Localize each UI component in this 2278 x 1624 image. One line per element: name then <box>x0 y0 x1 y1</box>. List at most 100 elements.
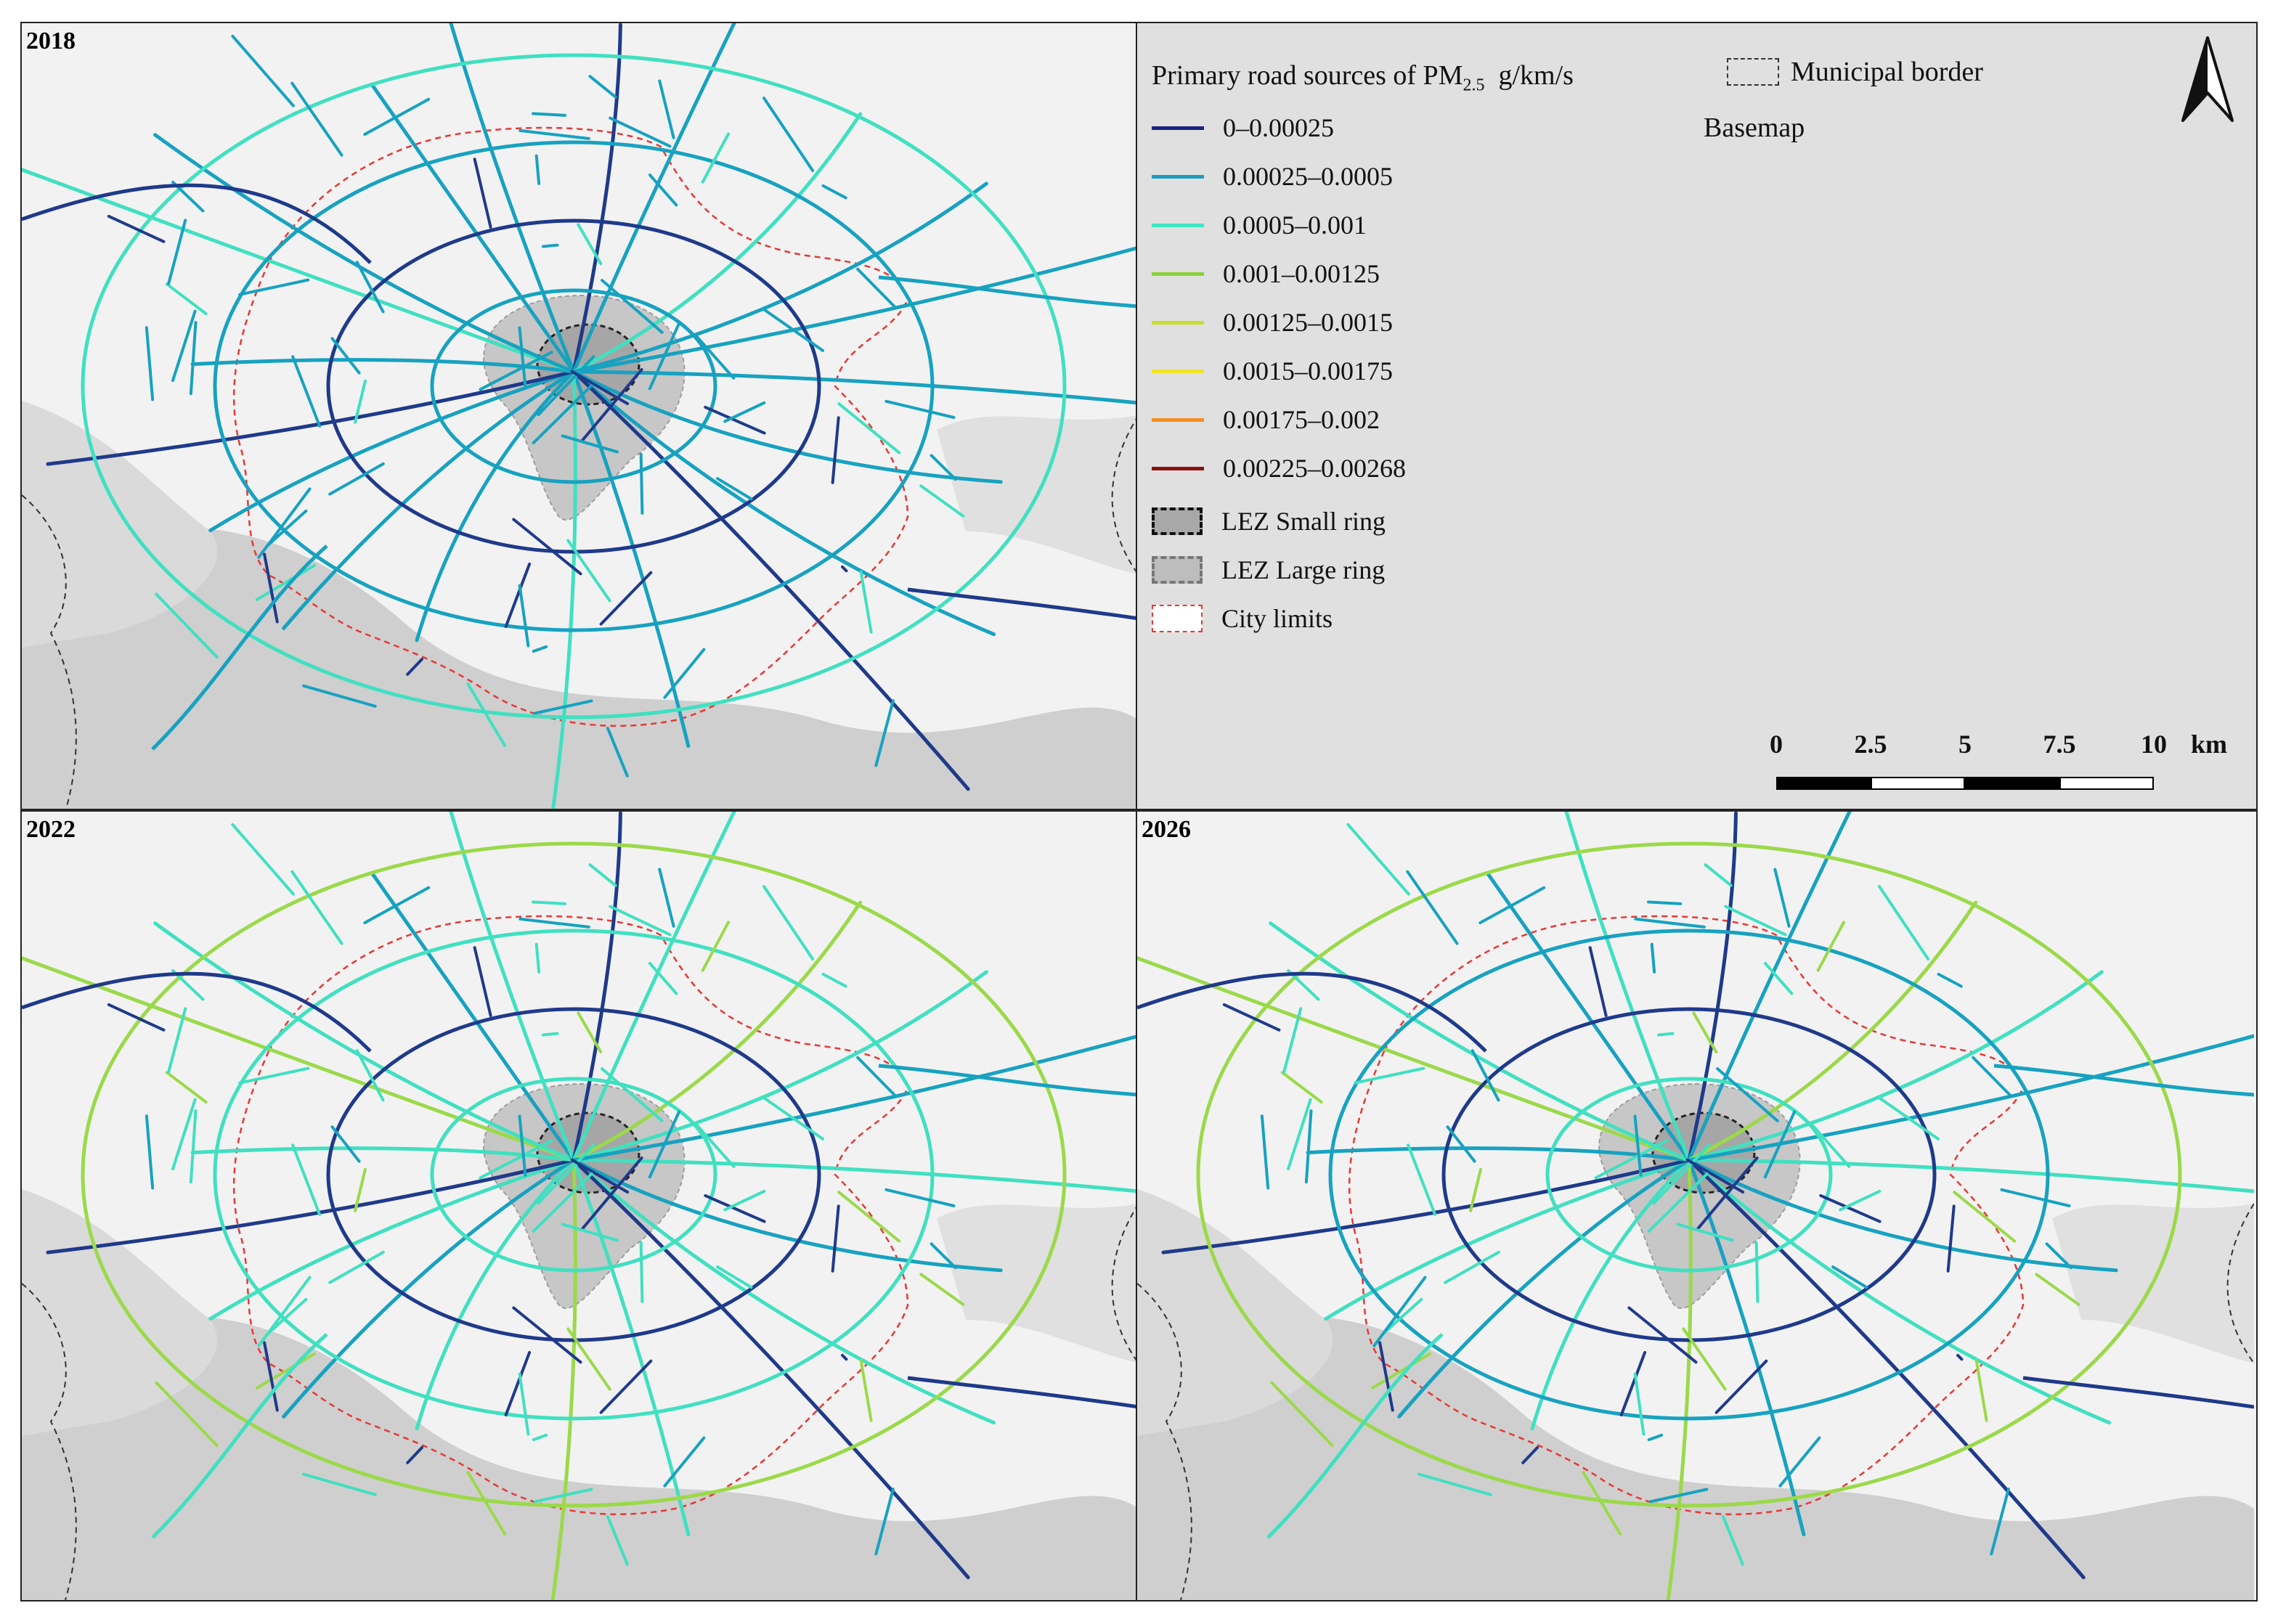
road-segment <box>1946 1204 1956 1273</box>
road-segment <box>1634 917 1706 929</box>
road-segment <box>263 552 279 624</box>
road-segment <box>255 563 317 601</box>
road-segment <box>1478 886 1546 925</box>
legend-class-swatch <box>1152 223 1204 227</box>
road-segment <box>761 306 825 352</box>
road-segment <box>606 726 629 778</box>
legend-class-label: 0.001–0.00125 <box>1223 259 1380 288</box>
road-segment <box>328 462 385 496</box>
highway <box>907 587 1136 620</box>
road-segment <box>1724 905 1787 937</box>
road-segment <box>1687 1158 2112 1425</box>
road-segment <box>571 1158 996 1425</box>
road-segment <box>1633 1114 1643 1177</box>
road-segment <box>571 246 1136 374</box>
scale-tick-2: 5 <box>1958 730 1972 759</box>
road-segment <box>1692 1011 1718 1054</box>
municipal-border-line <box>2226 1203 2254 1364</box>
road-segment <box>537 1143 595 1205</box>
road-segment <box>1656 1032 1675 1037</box>
road-segment <box>1685 1158 1745 1193</box>
lez-small-label: LEZ Small ring <box>1221 507 1386 536</box>
road-segment <box>571 370 1003 484</box>
lez-large-swatch <box>1152 556 1203 584</box>
legend-class-6: 0.00175–0.002 <box>1152 401 1380 438</box>
legend-class-label: 0.00025–0.0005 <box>1223 162 1393 191</box>
road-segment <box>599 571 653 626</box>
highway <box>151 1333 328 1539</box>
road-segment <box>189 1109 198 1184</box>
road-segment <box>561 434 619 454</box>
road-segment <box>1763 1110 1797 1179</box>
road-segment <box>929 1242 957 1270</box>
scale-tick-4: 10 <box>2141 730 2167 759</box>
road-segment <box>1633 1372 1646 1436</box>
road-segment <box>532 1433 548 1442</box>
legend-city-limits: City limits <box>1152 600 1333 637</box>
road-segment <box>22 955 576 1162</box>
road-segment <box>208 1158 576 1321</box>
road-segment <box>231 823 295 896</box>
road-segment <box>571 1158 691 1537</box>
legend-panel: Primary road sources of PM2.5 g/km/s 0–0… <box>1136 22 2258 810</box>
road-segment <box>1582 1471 1622 1536</box>
road-segment <box>145 326 155 401</box>
legend-class-swatch <box>1152 369 1204 373</box>
road-segment <box>1647 1433 1664 1442</box>
road-segment <box>449 812 576 1162</box>
road-segment <box>504 1350 532 1417</box>
road-segment <box>167 1007 187 1074</box>
scale-segment-4 <box>2059 777 2154 790</box>
ring-road <box>81 53 1067 719</box>
highway <box>1266 1333 1444 1539</box>
road-segment <box>370 871 576 1162</box>
road-segment <box>571 812 622 1162</box>
road-segment <box>859 570 873 634</box>
road-segment <box>1687 1158 2118 1273</box>
road-segment <box>534 699 593 715</box>
ring-road <box>326 219 821 554</box>
road-segment <box>821 972 847 988</box>
map-canvas <box>1137 812 2254 1600</box>
north-arrow-icon <box>2181 36 2234 122</box>
road-segment <box>1956 1353 1964 1361</box>
road-segment <box>566 1327 611 1391</box>
ring-road <box>81 841 1067 1508</box>
road-segment <box>1819 1193 1882 1223</box>
road-segment <box>330 337 361 375</box>
legend-class-4: 0.00125–0.0015 <box>1152 303 1393 341</box>
city-limits-swatch <box>1152 605 1203 632</box>
legend-class-swatch <box>1152 320 1204 325</box>
road-segment <box>1687 970 2104 1162</box>
road-segment <box>290 870 343 945</box>
legend-class-3: 0.001–0.00125 <box>1152 255 1380 293</box>
road-segment <box>479 1139 553 1180</box>
scale-bar: 0 2.5 5 7.5 10 km <box>1770 729 2227 801</box>
road-segment <box>532 1172 593 1233</box>
road-segment <box>107 1003 166 1032</box>
road-segment <box>577 223 603 266</box>
basemap-label: Basemap <box>1704 113 1805 143</box>
road-segment <box>1682 1327 1727 1391</box>
road-segment <box>291 1143 322 1216</box>
road-segment <box>639 452 644 515</box>
road-segment <box>370 83 576 374</box>
road-segment <box>1406 870 1459 945</box>
road-segment <box>504 562 532 629</box>
road-segment <box>107 214 166 243</box>
road-segment <box>1627 1306 1698 1364</box>
road-segment <box>1397 1158 1691 1419</box>
road-segment <box>266 509 308 547</box>
road-segment <box>837 1191 901 1243</box>
road-segment <box>571 1035 1136 1162</box>
road-segment <box>1972 1056 2011 1097</box>
road-segment <box>238 1066 310 1085</box>
road-segment <box>1687 1158 1806 1537</box>
highway <box>1137 971 1487 1053</box>
road-segment <box>601 279 664 334</box>
road-segment <box>1469 1167 1482 1212</box>
road-segment <box>1876 1095 1940 1141</box>
road-segment <box>571 370 1136 405</box>
road-segment <box>609 905 672 937</box>
road-segment <box>165 1071 208 1104</box>
